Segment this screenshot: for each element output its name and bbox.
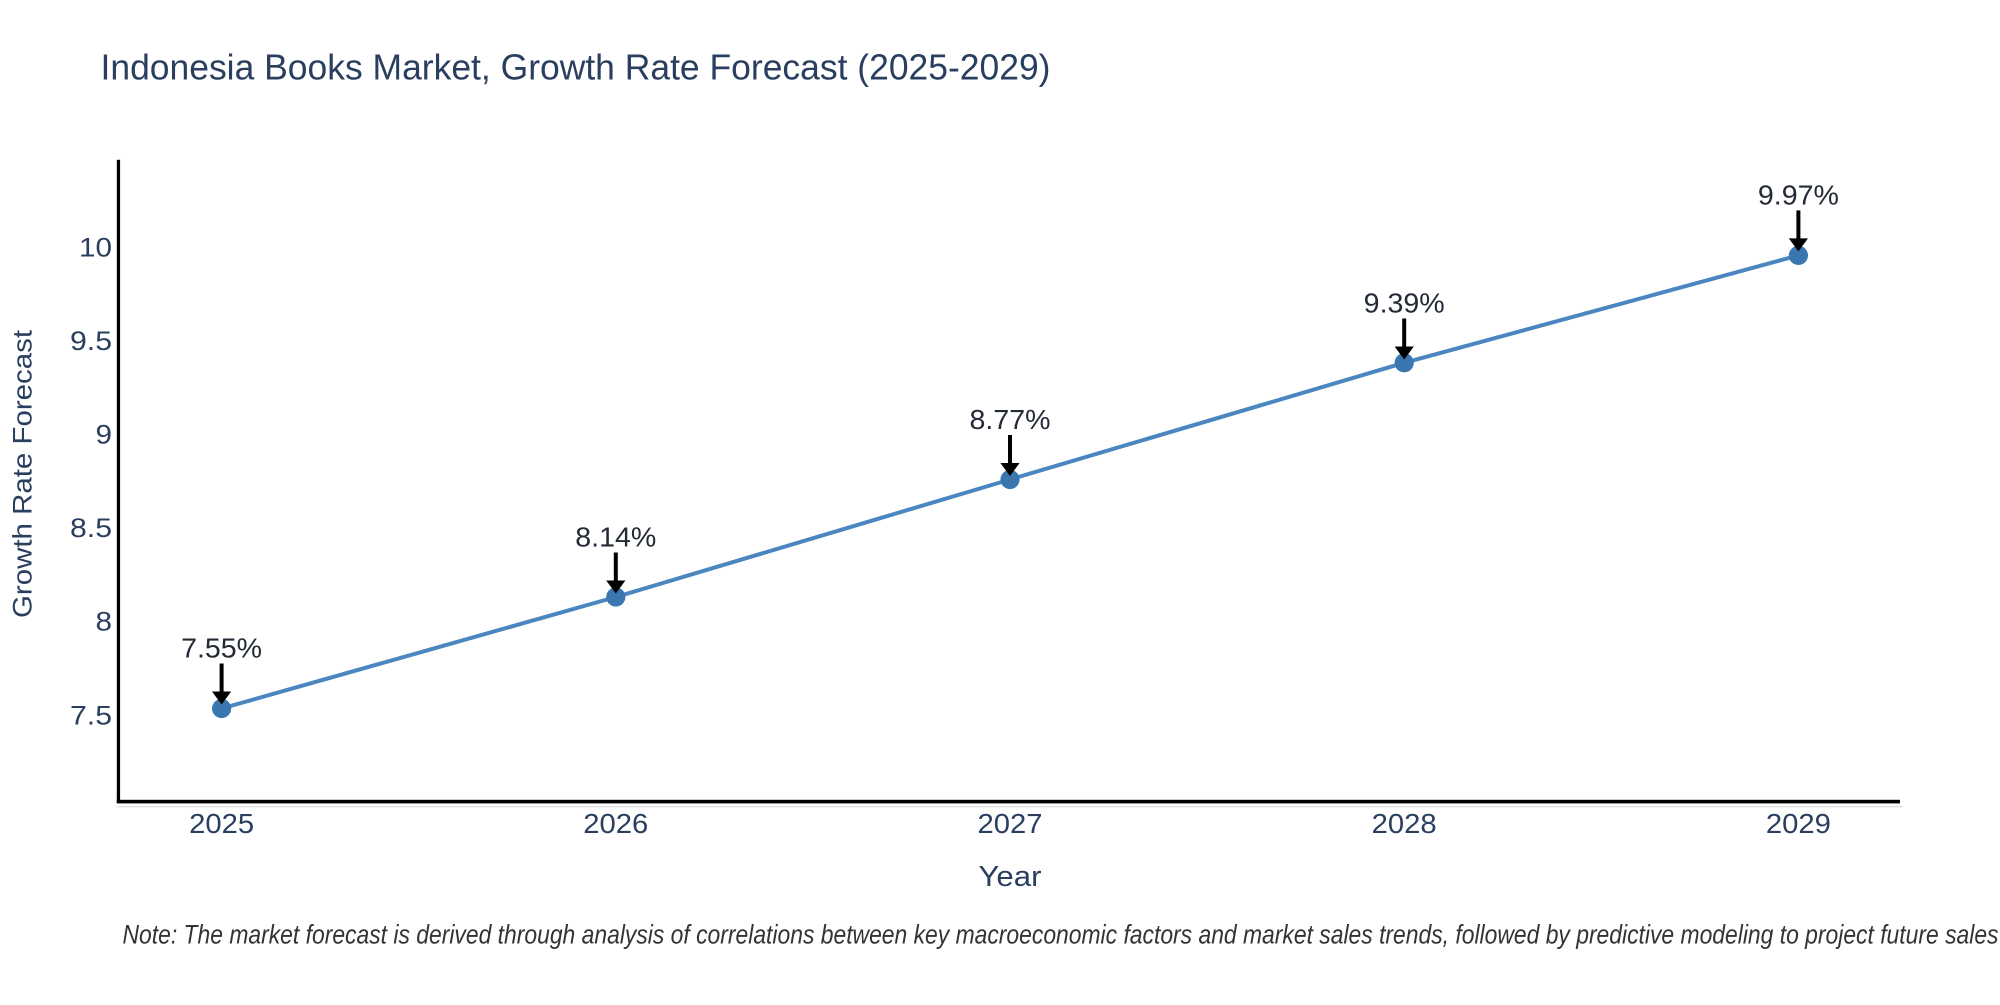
svg-text:7.5: 7.5 — [70, 700, 112, 730]
svg-text:9.5: 9.5 — [70, 326, 112, 356]
svg-text:Year: Year — [979, 861, 1042, 893]
svg-text:9: 9 — [96, 420, 113, 450]
svg-text:Indonesia Books Market, Growth: Indonesia Books Market, Growth Rate Fore… — [101, 47, 1051, 88]
svg-text:10: 10 — [79, 232, 112, 262]
svg-text:8.77%: 8.77% — [970, 404, 1051, 435]
svg-text:2029: 2029 — [1766, 808, 1831, 839]
svg-text:2028: 2028 — [1372, 808, 1437, 839]
svg-text:9.39%: 9.39% — [1364, 288, 1445, 319]
svg-text:9.97%: 9.97% — [1758, 179, 1839, 210]
svg-text:Growth Rate Forecast: Growth Rate Forecast — [8, 329, 38, 618]
svg-text:2025: 2025 — [189, 808, 254, 839]
svg-text:8: 8 — [96, 607, 113, 637]
svg-text:Note: The market forecast is d: Note: The market forecast is derived thr… — [123, 920, 1999, 950]
svg-text:2026: 2026 — [583, 808, 648, 839]
svg-text:8.5: 8.5 — [70, 513, 112, 543]
svg-text:2027: 2027 — [978, 808, 1043, 839]
svg-text:8.14%: 8.14% — [575, 522, 656, 553]
svg-text:7.55%: 7.55% — [181, 633, 262, 664]
